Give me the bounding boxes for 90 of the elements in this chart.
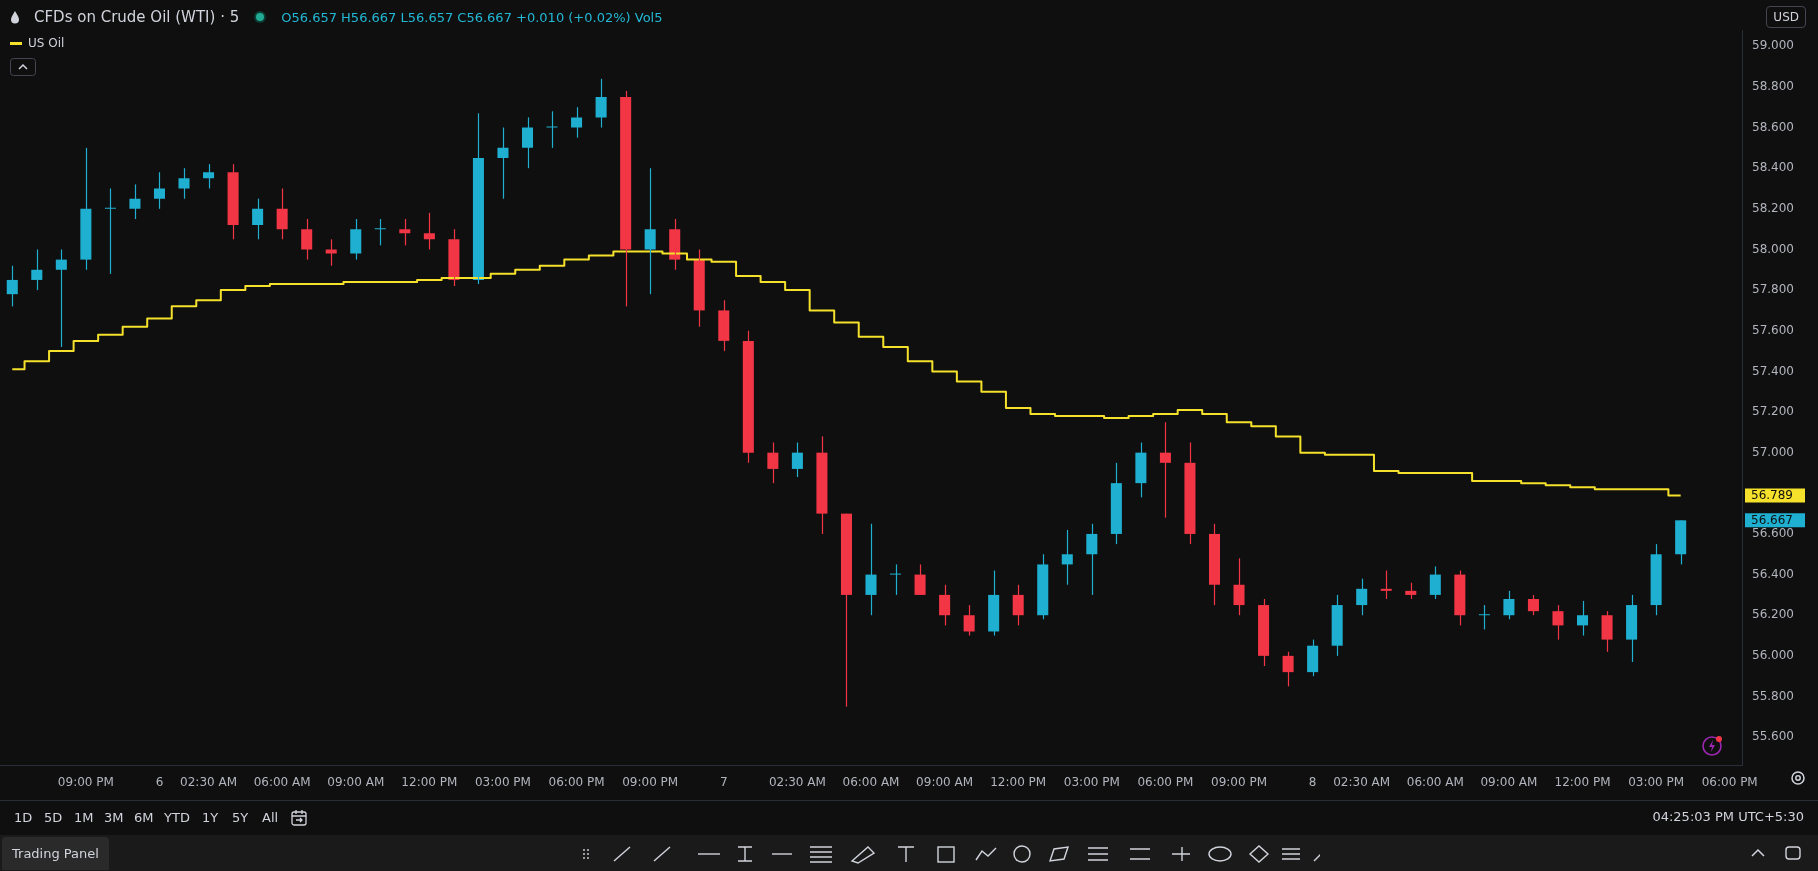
x-tick-label: 06:00 AM xyxy=(1406,774,1464,789)
y-tick-label: 57.200 xyxy=(1752,404,1794,419)
y-tick-label: 57.600 xyxy=(1752,322,1794,337)
candlestick xyxy=(153,171,165,210)
text: 1D xyxy=(14,810,33,825)
y-tick-label: 58.800 xyxy=(1752,79,1794,94)
x-tick-label: 06:00 PM xyxy=(1701,774,1758,789)
y-tick-label: 58.600 xyxy=(1752,119,1794,134)
candlestick xyxy=(423,212,435,251)
candlestick xyxy=(718,299,730,352)
x-tick-label: 09:00 AM xyxy=(1480,774,1538,789)
text: Trading Panel xyxy=(2,836,109,870)
x-tick-label: 02:30 AM xyxy=(768,774,826,789)
x-tick-label: 09:00 PM xyxy=(57,774,114,789)
candlestick xyxy=(227,163,239,240)
text: 3M xyxy=(104,810,124,825)
candlestick xyxy=(742,330,754,464)
candlestick xyxy=(620,90,632,307)
candlestick xyxy=(80,147,92,271)
y-tick-label: 56.400 xyxy=(1752,566,1794,581)
candlestick xyxy=(203,163,215,190)
y-tick-label: 56.600 xyxy=(1752,526,1794,541)
x-tick-label: 09:00 AM xyxy=(327,774,385,789)
y-tick-label: 59.000 xyxy=(1752,38,1794,53)
candlestick xyxy=(571,106,583,139)
chart-subtitle: O56.657 H56.667 L56.657 C56.667 +0.010 (+0.02%) Vol5 xyxy=(281,9,663,25)
x-tick-label: 7 xyxy=(719,774,728,789)
candlestick xyxy=(1478,604,1490,631)
text: 5Y xyxy=(232,810,249,825)
candlestick xyxy=(1650,543,1662,616)
candlestick xyxy=(1258,598,1270,667)
y-tick-label: 56.200 xyxy=(1752,607,1794,622)
candlestick xyxy=(1037,553,1049,620)
x-tick-label: 06:00 PM xyxy=(1137,774,1194,789)
candlestick xyxy=(840,513,852,708)
y-tick-label: 57.000 xyxy=(1752,444,1794,459)
x-tick-label: 03:00 PM xyxy=(1063,774,1120,789)
candlestick xyxy=(890,563,902,596)
x-tick-label: 6 xyxy=(155,774,164,789)
candlestick xyxy=(1626,594,1638,663)
x-tick-label: 8 xyxy=(1308,774,1317,789)
x-tick-label: 03:00 PM xyxy=(474,774,531,789)
y-tick-label: 56.000 xyxy=(1752,647,1794,662)
candlestick xyxy=(816,435,828,535)
x-tick-label: 03:00 PM xyxy=(1628,774,1685,789)
text: 6M xyxy=(134,810,154,825)
candlestick xyxy=(325,238,337,267)
candlestick xyxy=(104,187,116,275)
x-tick-label: 02:30 AM xyxy=(180,774,238,789)
text: USD xyxy=(1766,6,1806,28)
legend-label: US Oil xyxy=(28,36,65,50)
x-tick-label: 06:00 AM xyxy=(253,774,311,789)
x-tick-label: 02:30 AM xyxy=(1333,774,1391,789)
chart-title: CFDs on Crude Oil (WTI) · 5 xyxy=(34,8,240,26)
x-tick-label: 06:00 PM xyxy=(548,774,605,789)
candlestick xyxy=(178,167,190,200)
text: YTD xyxy=(164,810,190,825)
candlestick xyxy=(1331,594,1343,657)
y-tick-label: 58.200 xyxy=(1752,200,1794,215)
candlestick xyxy=(374,218,386,246)
x-tick-label: 06:00 AM xyxy=(842,774,900,789)
candlestick xyxy=(1184,441,1196,545)
text: 56.667 xyxy=(1751,512,1793,527)
candlestick xyxy=(1208,523,1221,606)
text: 56.789 xyxy=(1751,488,1793,503)
x-tick-label: 12:00 PM xyxy=(990,774,1047,789)
text: 5D xyxy=(44,810,63,825)
candlestick xyxy=(1380,569,1392,600)
x-tick-label: 12:00 PM xyxy=(1554,774,1611,789)
x-tick-label: 09:00 AM xyxy=(916,774,974,789)
text: 1M xyxy=(74,810,94,825)
candlestick xyxy=(1675,519,1687,566)
candlestick xyxy=(1552,604,1564,641)
candlestick xyxy=(546,110,558,149)
y-tick-label: 57.800 xyxy=(1752,282,1794,297)
y-tick-label: 58.400 xyxy=(1752,160,1794,175)
x-tick-label: 09:00 PM xyxy=(1211,774,1268,789)
y-tick-label: 55.800 xyxy=(1752,688,1794,703)
text: 1Y xyxy=(202,810,219,825)
candlestick xyxy=(865,523,877,616)
text: 04:25:03 PM UTC+5:30 xyxy=(1652,809,1804,824)
candlestick xyxy=(350,218,362,261)
y-tick-label: 55.600 xyxy=(1752,729,1794,744)
x-tick-label: 12:00 PM xyxy=(401,774,458,789)
y-tick-label: 57.400 xyxy=(1752,363,1794,378)
y-tick-label: 58.000 xyxy=(1752,241,1794,256)
x-tick-label: 09:00 PM xyxy=(622,774,679,789)
text: All xyxy=(262,810,279,825)
candlestick xyxy=(1601,610,1613,653)
candlestick xyxy=(1110,462,1122,545)
